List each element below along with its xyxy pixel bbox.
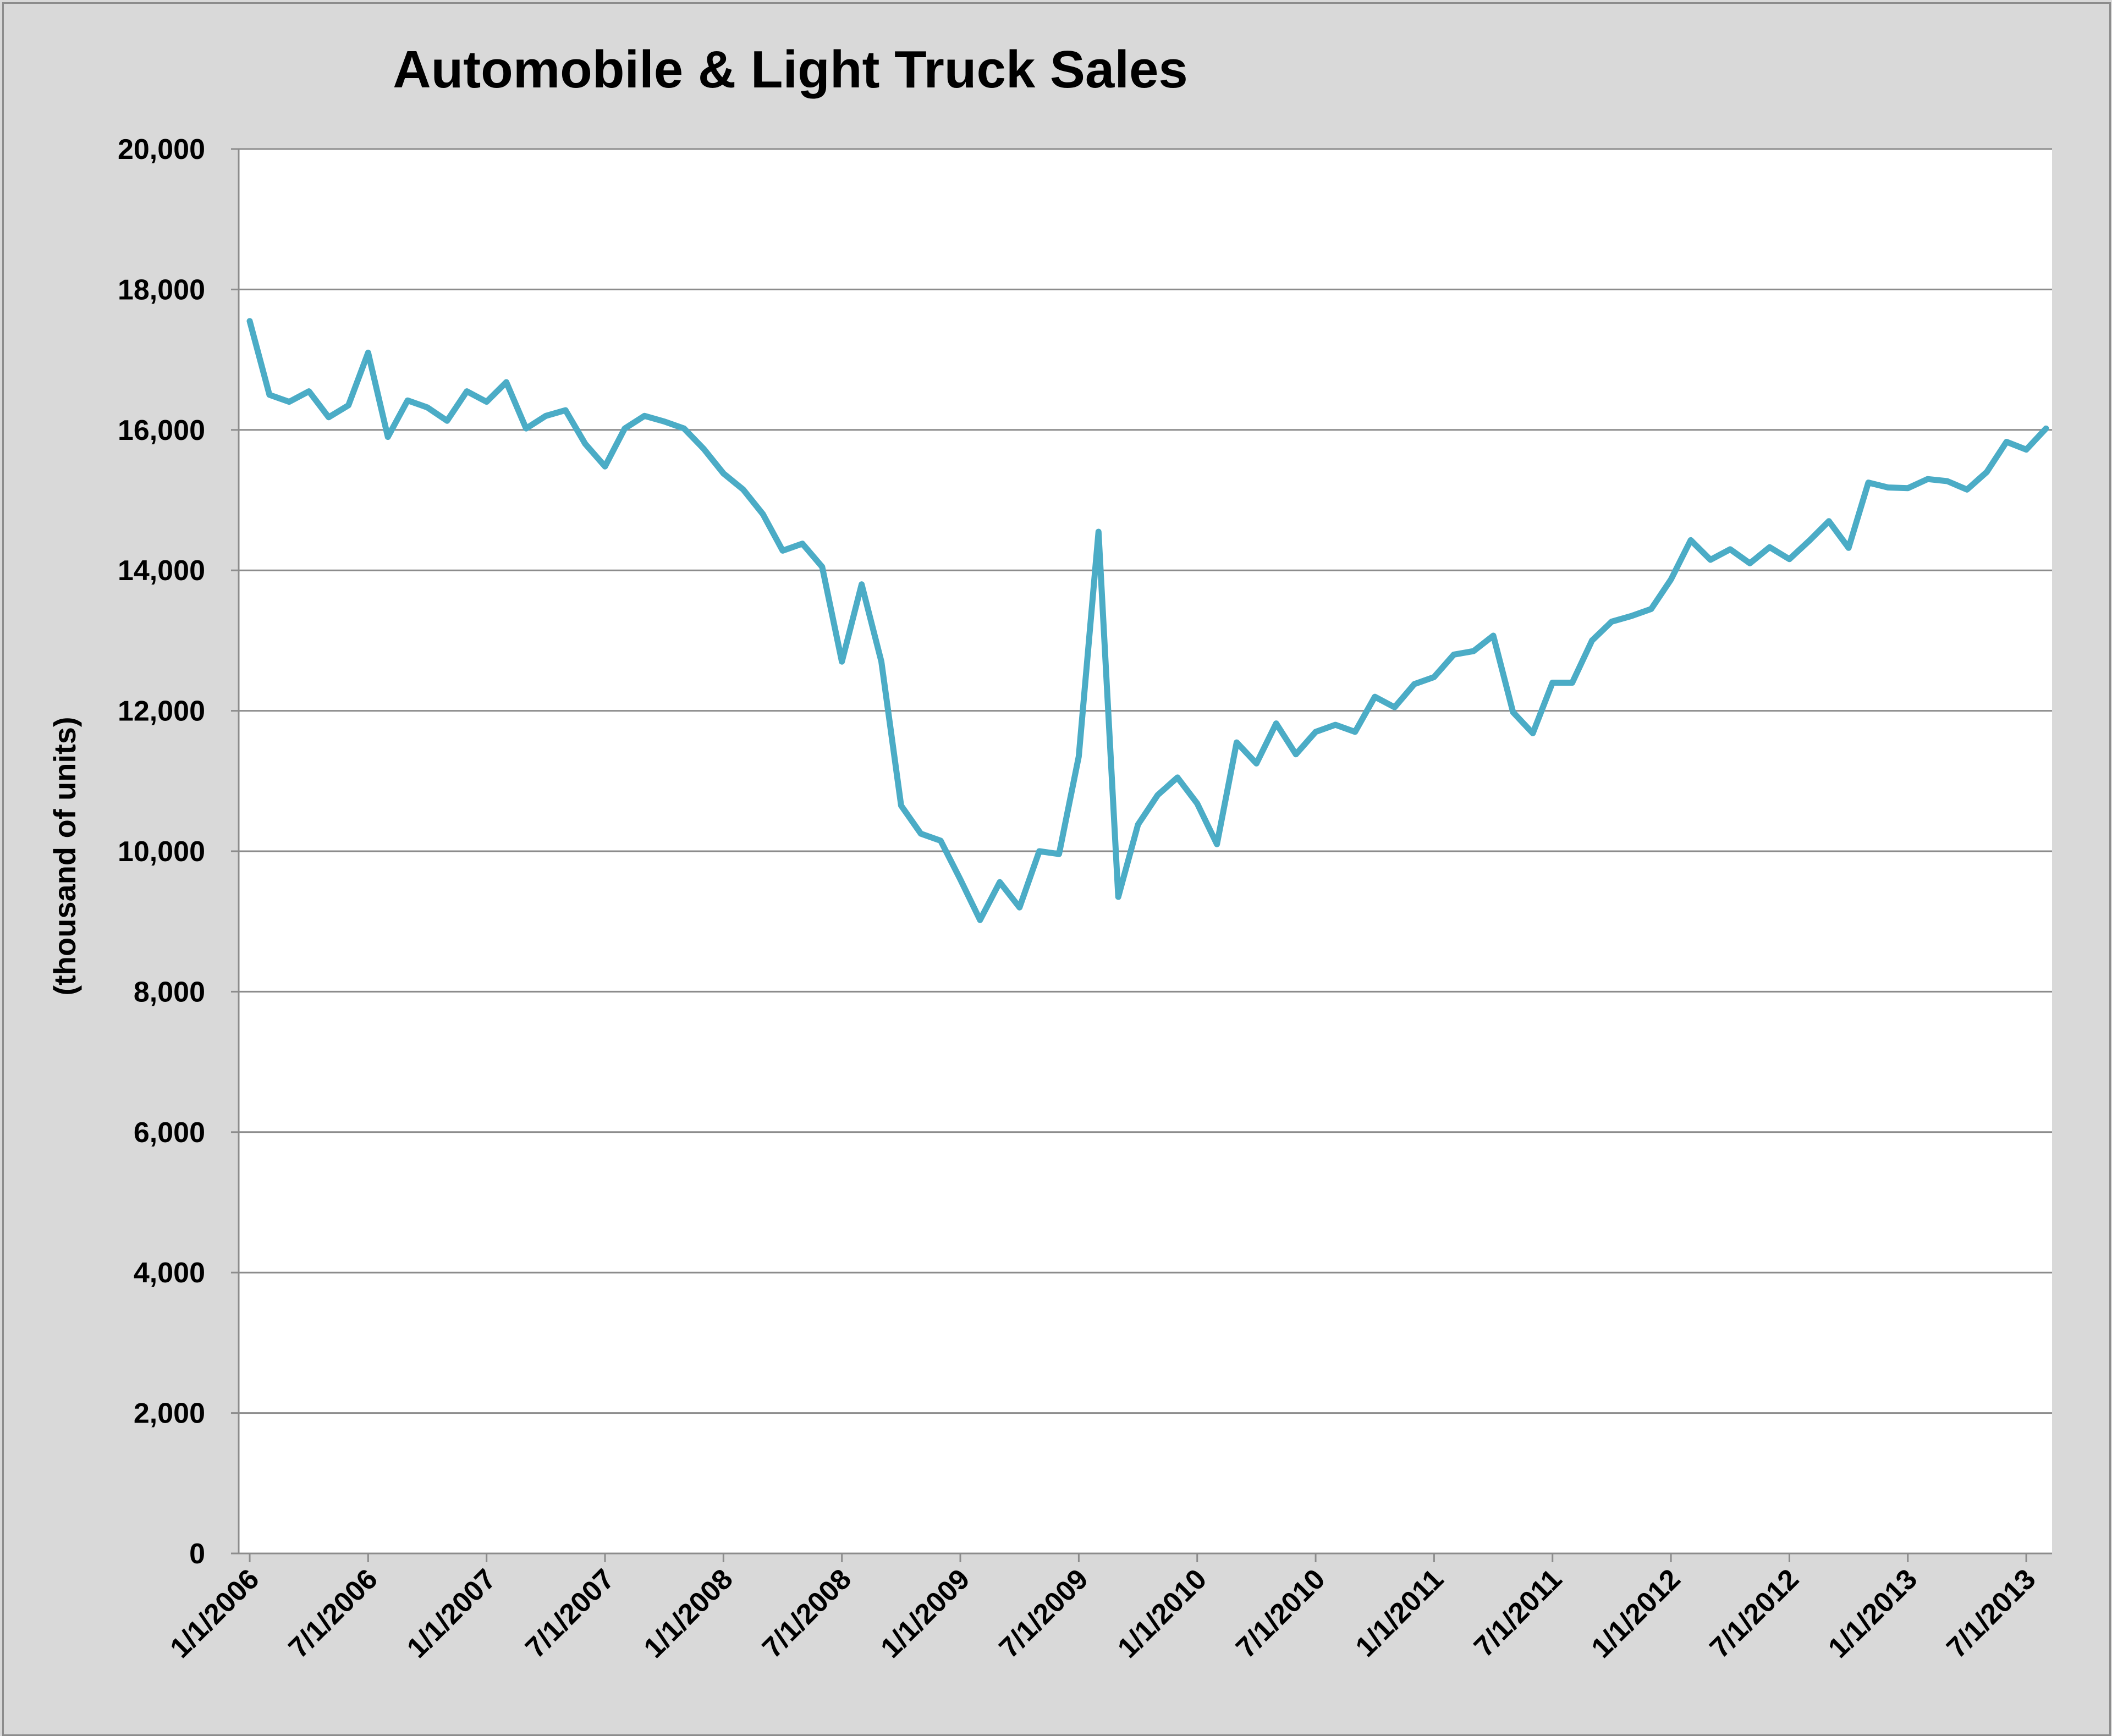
x-tick-label: 1/1/2006: [164, 1563, 265, 1664]
x-tick-label: 1/1/2010: [1112, 1563, 1213, 1664]
y-tick-label: 8,000: [134, 976, 205, 1008]
y-tick-label: 18,000: [118, 274, 205, 306]
series-line: [246, 318, 2049, 923]
y-tick-label: 10,000: [118, 836, 205, 868]
y-tick-label: 16,000: [118, 415, 205, 447]
y-tick-label: 12,000: [118, 696, 205, 728]
gridlines: [239, 148, 2052, 1414]
y-tick-label: 14,000: [118, 555, 205, 587]
x-tick-label: 1/1/2011: [1350, 1563, 1450, 1663]
x-tick-label: 7/1/2008: [756, 1563, 857, 1664]
x-tick-label: 1/1/2009: [875, 1563, 976, 1664]
chart-title: Automobile & Light Truck Sales: [393, 40, 1188, 99]
y-tick-label: 6,000: [134, 1117, 205, 1149]
x-tick-label: 7/1/2013: [1940, 1563, 2042, 1664]
x-tick-label: 7/1/2012: [1704, 1563, 1805, 1664]
y-tick-label: 0: [189, 1538, 205, 1570]
y-axis-label: (thousand of units): [47, 717, 82, 995]
x-tick-label: 1/1/2007: [401, 1563, 502, 1664]
x-tick-label: 7/1/2007: [519, 1563, 620, 1664]
y-tick-label: 2,000: [134, 1398, 205, 1430]
y-axis-ticks: 0 2,000 4,000 6,000 8,000 10,000 12,000 14,000 1…: [118, 134, 239, 1570]
line-chart: Automobile & Light Truck Sales 0 2,000 4,0…: [47, 40, 2052, 1665]
x-tick-label: 1/1/2008: [638, 1563, 739, 1664]
x-tick-label: 1/1/2012: [1585, 1563, 1686, 1664]
x-tick-label: 7/1/2011: [1468, 1563, 1568, 1663]
y-tick-label: 20,000: [118, 134, 205, 166]
y-tick-label: 4,000: [134, 1257, 205, 1289]
x-tick-label: 7/1/2009: [993, 1563, 1094, 1664]
x-tick-label: 7/1/2006: [283, 1563, 384, 1664]
x-tick-label: 1/1/2013: [1822, 1563, 1923, 1664]
x-tick-label: 7/1/2010: [1230, 1563, 1331, 1664]
x-axis-ticks: 1/1/2006 7/1/2006 1/1/2007 7/1/2007 1/1/2008…: [164, 1553, 2042, 1665]
